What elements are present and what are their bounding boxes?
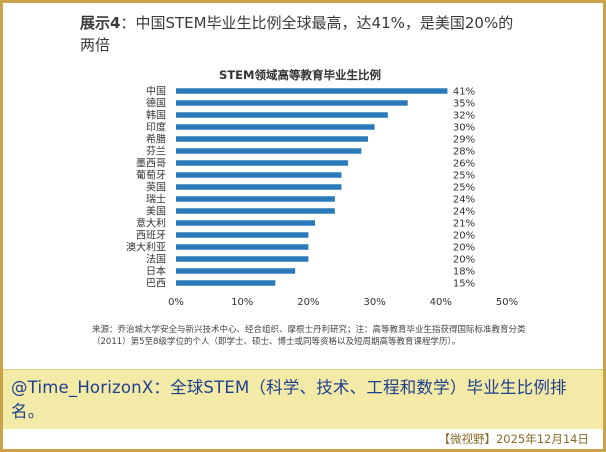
bar	[176, 112, 388, 118]
category-label: 西班牙	[136, 230, 166, 242]
category-label: 德国	[146, 97, 166, 110]
x-tick-label: 0%	[168, 297, 184, 308]
bar	[176, 148, 362, 154]
value-label: 29%	[453, 135, 475, 146]
bar	[176, 280, 276, 286]
value-label: 41%	[453, 87, 475, 98]
bar	[176, 124, 375, 130]
caption-bar: @Time_HorizonX：全球STEM（科学、技术、工程和数学）毕业生比例排…	[3, 369, 603, 430]
category-label: 印度	[146, 121, 166, 134]
bar	[176, 244, 309, 250]
category-label: 希腊	[146, 133, 166, 146]
source-note: 来源：乔治城大学安全与新兴技术中心、经合组织、摩根士丹利研究；注：高等教育毕业生…	[92, 325, 526, 347]
bar	[176, 268, 296, 274]
exhibit-text: ：中国STEM毕业生比例全球最高，达41%，是美国20%的两倍	[80, 14, 514, 54]
chart-title: STEM领域高等教育毕业生比例	[219, 68, 381, 82]
value-label: 35%	[453, 99, 475, 110]
value-label: 18%	[453, 267, 475, 278]
bar	[176, 100, 408, 106]
bar	[176, 184, 342, 190]
category-label: 瑞士	[146, 193, 166, 206]
exhibit-heading: 展示4：中国STEM毕业生比例全球最高，达41%，是美国20%的两倍	[80, 12, 520, 56]
footer-date: 【微视野】2025年12月14日	[438, 432, 589, 446]
footer-bar: 【微视野】2025年12月14日	[3, 429, 603, 449]
category-label: 法国	[146, 253, 166, 266]
bar	[176, 232, 309, 238]
x-tick-label: 40%	[430, 297, 452, 308]
bar	[176, 208, 335, 214]
value-label: 32%	[453, 111, 475, 122]
category-label: 意大利	[136, 217, 166, 230]
value-label: 26%	[453, 159, 475, 170]
x-tick-label: 10%	[231, 297, 253, 308]
bar	[176, 172, 342, 178]
value-label: 24%	[453, 195, 475, 206]
bar	[176, 256, 309, 262]
x-tick-label: 50%	[496, 297, 518, 308]
value-label: 20%	[453, 255, 475, 266]
bar-chart: 中国 41% 德国 35% 韩国 32% 印度 30% 希腊 29% 芬兰 28% 墨西哥 26% 葡萄牙 2…	[126, 85, 518, 309]
value-label: 20%	[453, 243, 475, 254]
value-label: 24%	[453, 207, 475, 218]
category-label: 中国	[146, 85, 166, 98]
category-label: 葡萄牙	[136, 169, 166, 182]
value-label: 21%	[453, 219, 475, 230]
category-label: 芬兰	[146, 145, 166, 158]
category-label: 日本	[146, 265, 166, 278]
bar	[176, 196, 335, 202]
x-tick-label: 20%	[297, 297, 319, 308]
category-label: 澳大利亚	[126, 241, 166, 254]
value-label: 20%	[453, 231, 475, 242]
caption-text: @Time_HorizonX：全球STEM（科学、技术、工程和数学）毕业生比例排…	[11, 378, 567, 421]
category-label: 韩国	[146, 109, 166, 122]
value-label: 28%	[453, 147, 475, 158]
value-label: 15%	[453, 279, 475, 290]
category-label: 美国	[146, 205, 166, 218]
value-label: 25%	[453, 183, 475, 194]
value-label: 25%	[453, 171, 475, 182]
category-label: 英国	[146, 181, 166, 194]
bar	[176, 88, 448, 94]
exhibit-label: 展示4	[80, 14, 121, 32]
x-tick-label: 30%	[363, 297, 385, 308]
bar	[176, 136, 368, 142]
category-label: 巴西	[146, 278, 166, 290]
value-label: 30%	[453, 123, 475, 134]
category-label: 墨西哥	[136, 158, 166, 170]
bar	[176, 220, 316, 226]
bar	[176, 160, 349, 166]
